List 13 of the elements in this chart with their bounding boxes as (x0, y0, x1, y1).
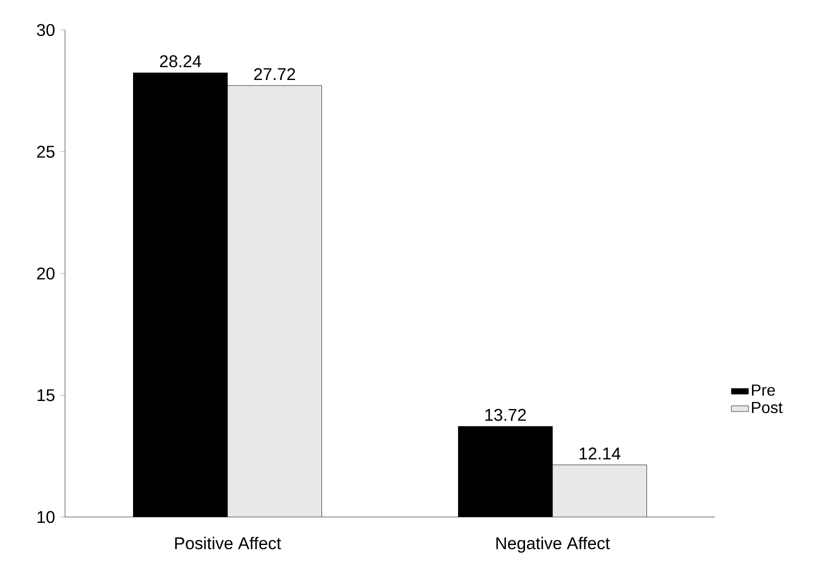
y-tick-label: 20 (37, 267, 55, 280)
data-label: 28.24 (160, 55, 202, 68)
data-label: 13.72 (485, 408, 526, 421)
y-tick-label: 30 (36, 24, 55, 36)
y-tick-label: 15 (38, 389, 54, 402)
data-label: 27.72 (254, 68, 296, 80)
y-tick-label: 25 (37, 146, 54, 158)
data-label: 12.14 (580, 447, 620, 460)
x-tick-label: Positive Affect (175, 536, 282, 550)
legend-label: Post (752, 402, 783, 414)
legend-label: Pre (752, 384, 775, 396)
x-tick-label: Negative Affect (496, 536, 610, 553)
y-tick-label: 10 (38, 510, 55, 524)
